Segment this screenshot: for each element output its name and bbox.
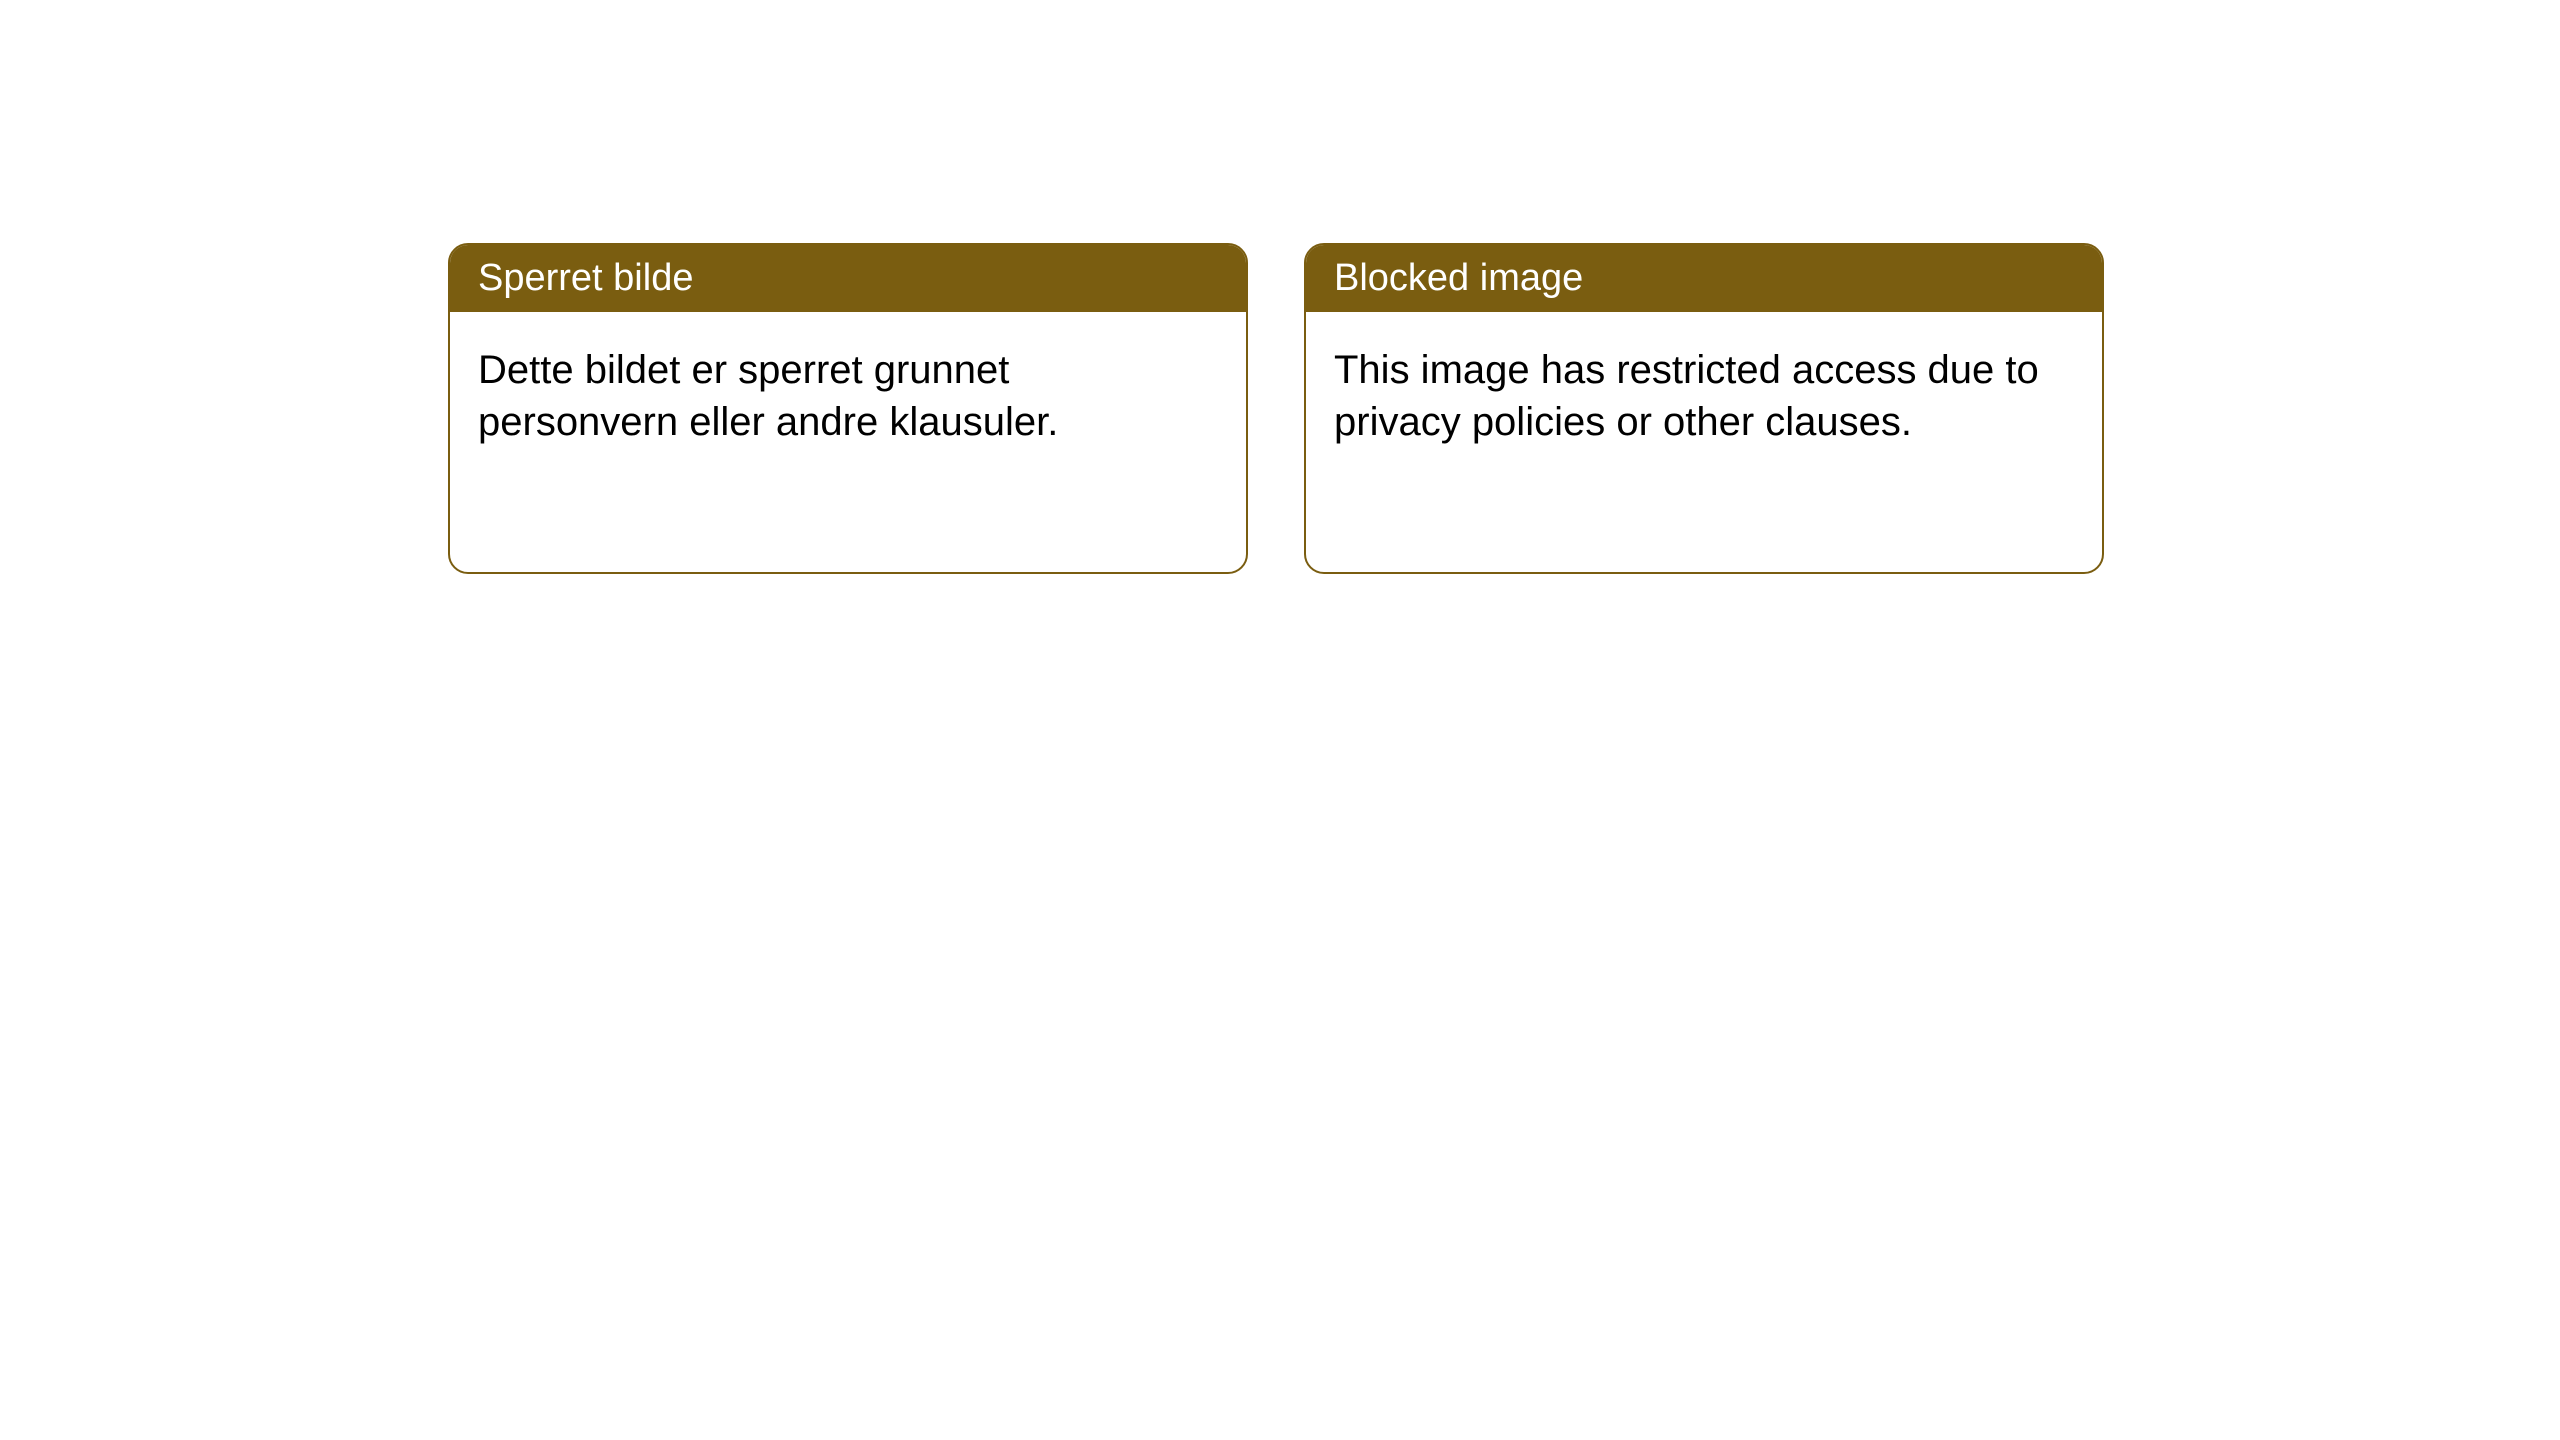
card-header-en: Blocked image [1306,245,2102,312]
blocked-image-card-en: Blocked image This image has restricted … [1304,243,2104,574]
notice-container: Sperret bilde Dette bildet er sperret gr… [448,243,2104,574]
card-body-no: Dette bildet er sperret grunnet personve… [450,312,1246,572]
card-header-no: Sperret bilde [450,245,1246,312]
blocked-image-card-no: Sperret bilde Dette bildet er sperret gr… [448,243,1248,574]
card-body-en: This image has restricted access due to … [1306,312,2102,572]
